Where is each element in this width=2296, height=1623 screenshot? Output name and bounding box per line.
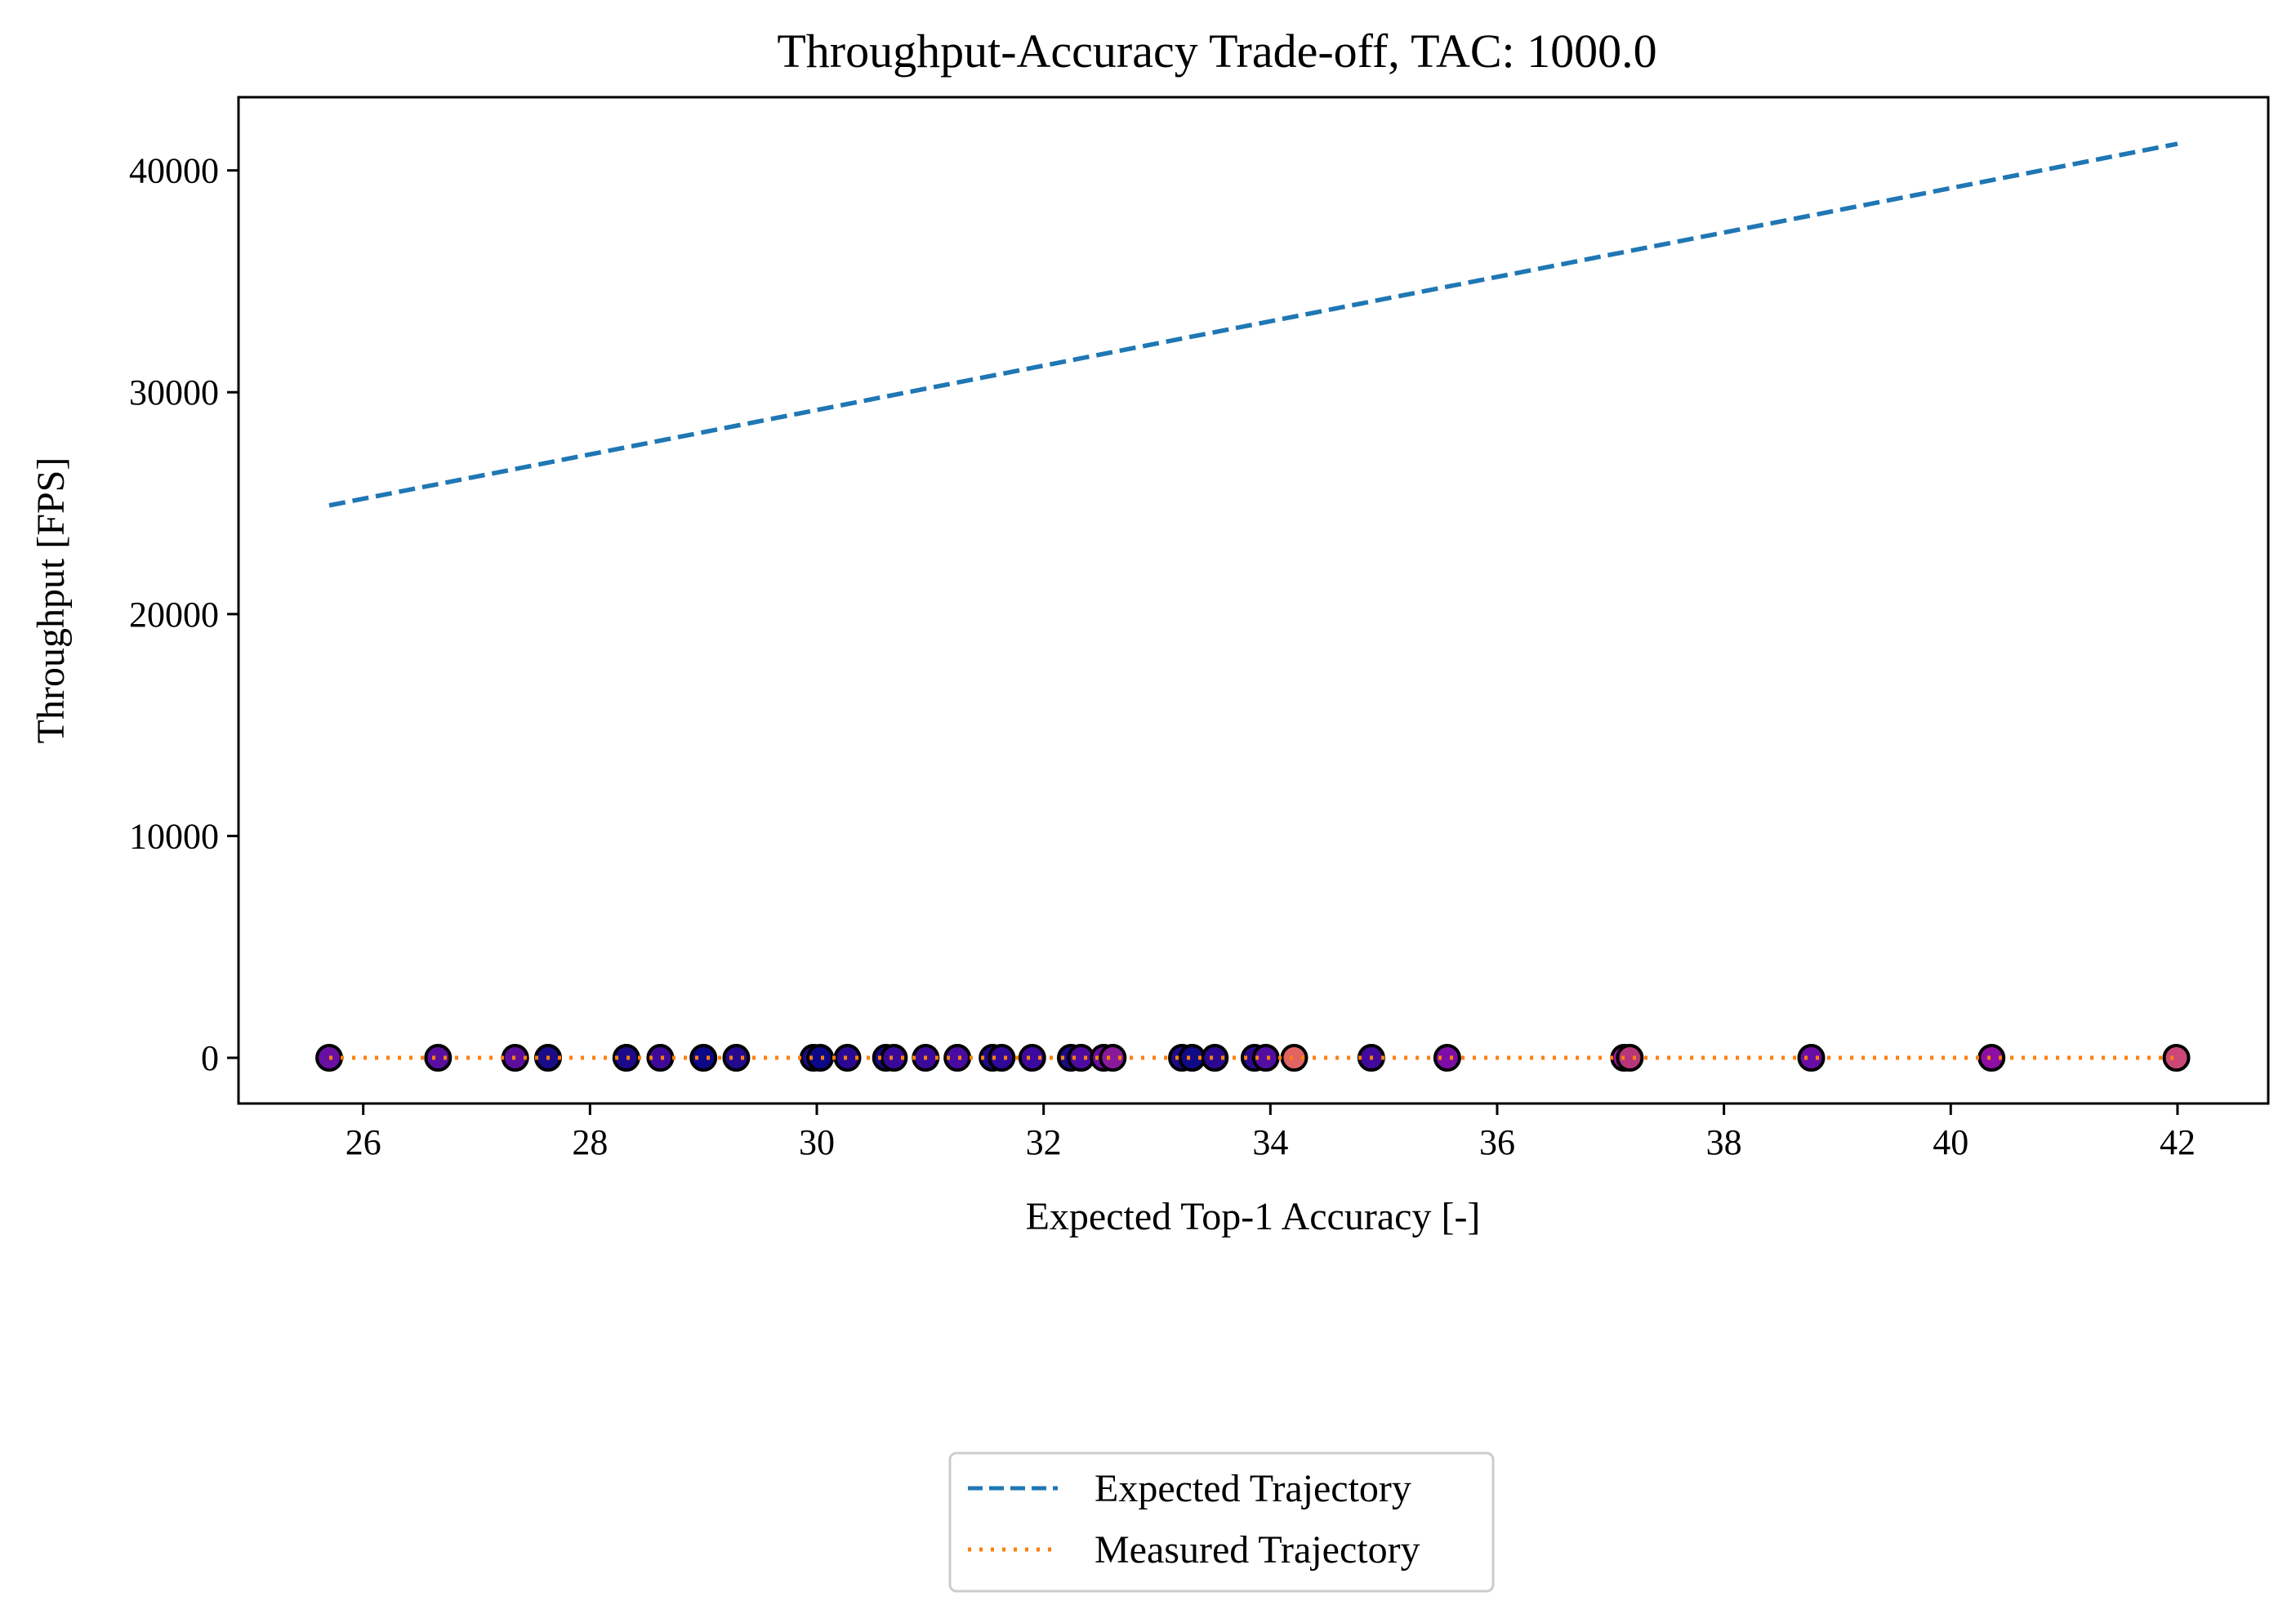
measured-point [1018, 1044, 1046, 1072]
legend-expected-label: Expected Trajectory [1095, 1467, 1411, 1510]
legend-box [948, 1451, 1495, 1593]
y-tick-label: 10000 [129, 816, 219, 856]
measured-point [1280, 1044, 1308, 1072]
legend: Expected Trajectory Measured Trajectory [948, 1451, 1495, 1593]
x-tick-label: 36 [1479, 1122, 1515, 1162]
x-axis-label: Expected Top-1 Accuracy [-] [1026, 1195, 1481, 1238]
measured-point [1616, 1044, 1644, 1072]
measured-point [722, 1044, 751, 1072]
measured-point [689, 1044, 718, 1072]
measured-point [2162, 1044, 2191, 1072]
y-tick-label: 40000 [129, 151, 219, 191]
y-axis-label: Throughput [FPS] [29, 457, 73, 744]
x-tick-label: 38 [1706, 1122, 1742, 1162]
measured-point [1977, 1044, 2006, 1072]
x-tick-label: 34 [1252, 1122, 1288, 1162]
x-tick-label: 42 [2160, 1122, 2196, 1162]
y-tick-label: 30000 [129, 372, 219, 412]
legend-measured-label: Measured Trajectory [1095, 1528, 1420, 1572]
x-tick-label: 40 [1933, 1122, 1968, 1162]
y-tick-label: 0 [201, 1038, 219, 1078]
measured-point [988, 1044, 1016, 1072]
chart-title: Throughput-Accuracy Trade-off, TAC: 1000… [777, 25, 1656, 78]
measured-point [424, 1044, 453, 1072]
measured-point [1099, 1044, 1127, 1072]
x-tick-label: 32 [1026, 1122, 1062, 1162]
x-axis-ticks: 26 28 30 32 34 36 38 40 42 [346, 1104, 2196, 1162]
y-tick-label: 20000 [129, 595, 219, 635]
measured-point [1251, 1044, 1280, 1072]
expected-trajectory-line [328, 141, 2178, 508]
measured-point [1201, 1044, 1229, 1072]
measured-point [1433, 1044, 1461, 1072]
x-tick-label: 28 [572, 1122, 608, 1162]
x-tick-label: 30 [799, 1122, 835, 1162]
plot-frame [237, 96, 2270, 1105]
x-tick-label: 26 [346, 1122, 381, 1162]
measured-point [1797, 1044, 1826, 1072]
plot-content [315, 141, 2191, 1072]
measured-point [880, 1044, 908, 1072]
measured-point [1067, 1044, 1095, 1072]
y-axis-ticks: 0 10000 20000 30000 40000 [129, 151, 239, 1078]
